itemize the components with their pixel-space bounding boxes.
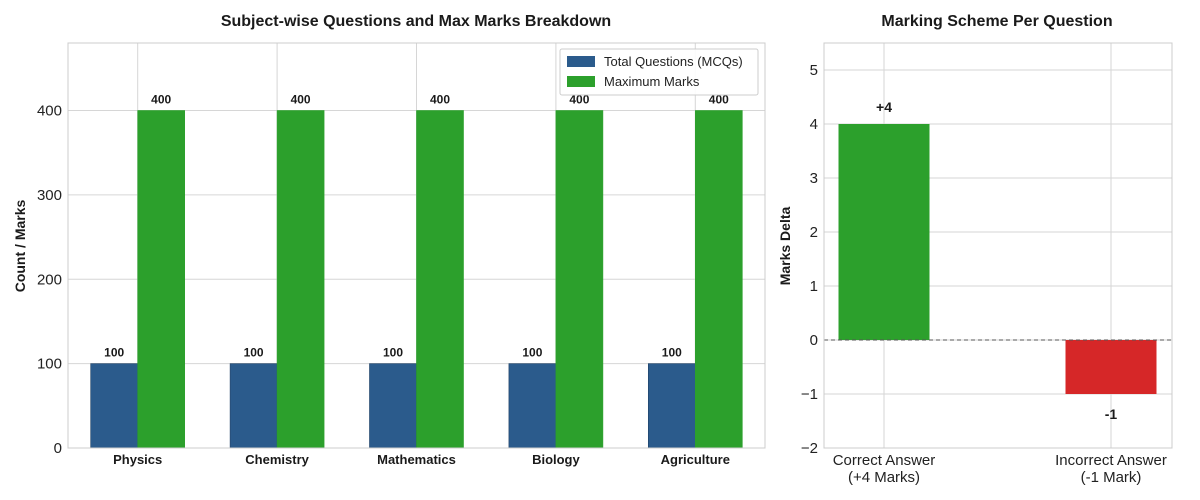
y-tick-label: −2 [801, 440, 818, 457]
data-label: 100 [662, 346, 682, 360]
x-tick-label: (+4 Marks) [848, 469, 920, 486]
legend: Total Questions (MCQs) Maximum Marks [559, 48, 759, 96]
questions-bar [90, 363, 138, 449]
questions-bar [369, 363, 417, 449]
max-marks-bar [416, 110, 464, 449]
y-tick-label: 0 [810, 332, 818, 349]
marking-scheme-chart: Marking Scheme Per Question Marks Delta … [777, 13, 1173, 486]
max-marks-bar [555, 110, 604, 449]
chart-title: Marking Scheme Per Question [881, 13, 1112, 30]
correct-answer-bar [838, 124, 930, 340]
data-label: 100 [383, 346, 403, 360]
legend-swatch [567, 56, 595, 67]
y-tick-label: 4 [810, 116, 818, 133]
legend-entry: Maximum Marks [604, 74, 700, 89]
incorrect-answer-bar [1065, 340, 1157, 394]
y-tick-label: 300 [37, 187, 62, 204]
max-marks-bar [137, 110, 185, 449]
y-tick-label: 2 [810, 224, 818, 241]
data-label: -1 [1105, 406, 1118, 422]
data-label: 100 [104, 346, 124, 360]
data-label: +4 [876, 99, 892, 115]
max-marks-bar [276, 110, 325, 449]
x-tick-label: Incorrect Answer [1055, 452, 1167, 469]
y-tick-label: −1 [801, 386, 818, 403]
chart-title: Subject-wise Questions and Max Marks Bre… [221, 13, 611, 30]
y-tick-label: 3 [810, 170, 818, 187]
questions-marks-chart: Subject-wise Questions and Max Marks Bre… [12, 13, 766, 467]
data-label: 400 [430, 93, 450, 107]
questions-bar [647, 363, 696, 449]
data-label: 400 [151, 93, 171, 107]
legend-entry: Total Questions (MCQs) [604, 54, 743, 69]
y-tick-label: 400 [37, 103, 62, 120]
y-tick-label: 200 [37, 271, 62, 288]
data-label: 100 [244, 346, 264, 360]
x-tick-label: (-1 Mark) [1081, 469, 1142, 486]
data-label: 400 [291, 93, 311, 107]
data-label: 400 [709, 93, 729, 107]
data-label: 100 [522, 346, 542, 360]
y-tick-label: 5 [810, 62, 818, 79]
x-tick-label: Physics [113, 452, 162, 467]
max-marks-bar [694, 110, 743, 449]
y-axis-label: Count / Marks [12, 200, 28, 293]
y-tick-label: 0 [54, 440, 62, 457]
y-tick-label: 100 [37, 356, 62, 373]
x-tick-label: Agriculture [661, 452, 730, 467]
data-label: 400 [569, 93, 589, 107]
x-tick-label: Biology [532, 452, 580, 467]
x-tick-label: Mathematics [377, 452, 456, 467]
plot-frame [823, 42, 1173, 449]
x-tick-label: Correct Answer [833, 452, 936, 469]
legend-swatch [567, 76, 595, 87]
y-tick-label: 1 [810, 278, 818, 295]
legend-box [559, 48, 759, 96]
questions-bar [508, 363, 557, 449]
plot-frame [67, 42, 766, 449]
questions-bar [229, 363, 278, 449]
x-tick-label: Chemistry [245, 452, 309, 467]
y-axis-label: Marks Delta [777, 206, 793, 285]
